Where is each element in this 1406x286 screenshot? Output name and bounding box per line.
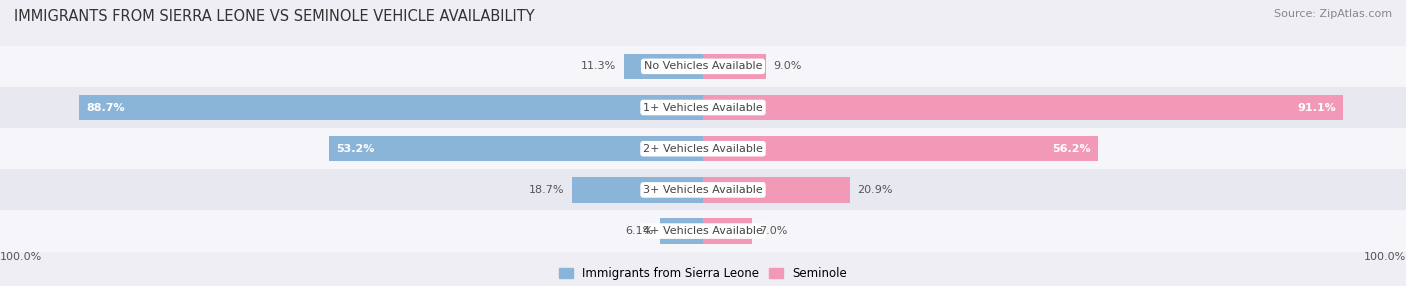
Bar [703, 95, 1344, 120]
Text: 1+ Vehicles Available: 1+ Vehicles Available [643, 103, 763, 112]
Text: No Vehicles Available: No Vehicles Available [644, 61, 762, 71]
Text: 9.0%: 9.0% [773, 61, 801, 71]
Text: 100.0%: 100.0% [1364, 252, 1406, 262]
Bar [0, 169, 1406, 210]
Text: 18.7%: 18.7% [529, 185, 565, 195]
Bar [571, 177, 703, 203]
Legend: Immigrants from Sierra Leone, Seminole: Immigrants from Sierra Leone, Seminole [558, 267, 848, 280]
Bar [703, 218, 752, 244]
Bar [79, 95, 703, 120]
Bar [0, 46, 1406, 87]
Text: 56.2%: 56.2% [1053, 144, 1091, 154]
Bar [0, 87, 1406, 128]
Text: 11.3%: 11.3% [581, 61, 616, 71]
Text: 2+ Vehicles Available: 2+ Vehicles Available [643, 144, 763, 154]
Text: 88.7%: 88.7% [86, 103, 125, 112]
Bar [703, 136, 1098, 162]
Bar [661, 218, 703, 244]
Bar [703, 53, 766, 79]
Bar [0, 128, 1406, 169]
Bar [329, 136, 703, 162]
Text: IMMIGRANTS FROM SIERRA LEONE VS SEMINOLE VEHICLE AVAILABILITY: IMMIGRANTS FROM SIERRA LEONE VS SEMINOLE… [14, 9, 534, 23]
Text: Source: ZipAtlas.com: Source: ZipAtlas.com [1274, 9, 1392, 19]
Text: 20.9%: 20.9% [858, 185, 893, 195]
Text: 4+ Vehicles Available: 4+ Vehicles Available [643, 226, 763, 236]
Text: 91.1%: 91.1% [1298, 103, 1336, 112]
Text: 7.0%: 7.0% [759, 226, 787, 236]
Text: 6.1%: 6.1% [624, 226, 652, 236]
Text: 3+ Vehicles Available: 3+ Vehicles Available [643, 185, 763, 195]
Text: 53.2%: 53.2% [336, 144, 374, 154]
Bar [0, 210, 1406, 252]
Bar [703, 177, 849, 203]
Bar [624, 53, 703, 79]
Text: 100.0%: 100.0% [0, 252, 42, 262]
